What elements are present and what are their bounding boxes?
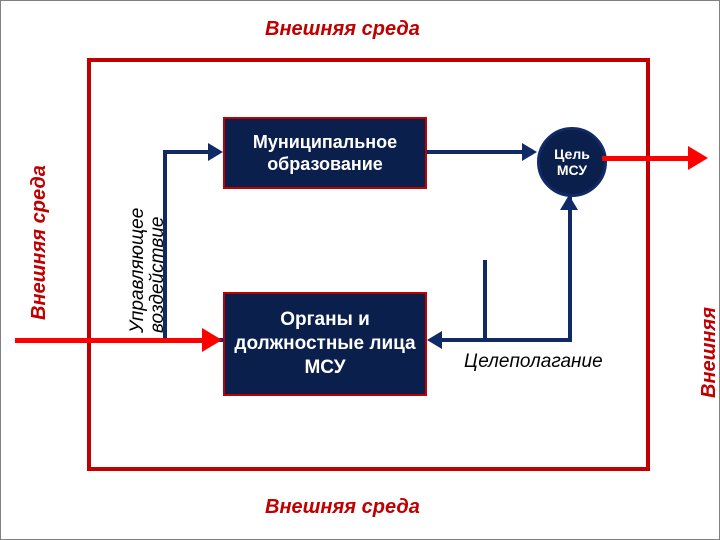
node-goal: Цель МСУ	[537, 127, 607, 197]
ext-arrow-in	[15, 338, 207, 343]
arrowhead-icon	[522, 143, 537, 161]
label-goal-setting: Целеполагание	[464, 351, 603, 373]
edge-organs-to-municipal	[163, 150, 167, 342]
arrowhead-icon	[427, 331, 442, 349]
arrowhead-icon	[208, 143, 223, 161]
edge-goal-to-organs	[440, 338, 572, 342]
edge-organs-up-to-goal	[483, 260, 487, 342]
node-municipal-formation-label: Муниципальное образование	[225, 131, 425, 176]
env-label-top: Внешняя среда	[265, 18, 420, 41]
env-label-right: Внешняя среда	[698, 307, 720, 398]
arrowhead-icon	[202, 328, 222, 352]
arrowhead-icon	[560, 195, 578, 210]
env-label-bottom: Внешняя среда	[265, 496, 420, 519]
label-control-action-line1: Управляющеевоздействие	[128, 208, 168, 333]
node-organs-label: Органы и должностные лица МСУ	[225, 308, 425, 379]
label-control-action: Управляющеевоздействие	[128, 208, 168, 333]
node-municipal-formation: Муниципальное образование	[223, 117, 427, 189]
edge-municipal-to-goal	[427, 150, 525, 154]
node-organs: Органы и должностные лица МСУ	[223, 292, 427, 396]
edge-goal-to-organs	[568, 195, 572, 342]
edge-organs-to-municipal	[163, 150, 211, 154]
env-label-left: Внешняя среда	[28, 165, 51, 320]
ext-arrow-out	[602, 156, 692, 161]
arrowhead-icon	[688, 146, 708, 170]
node-goal-label: Цель МСУ	[540, 146, 604, 178]
